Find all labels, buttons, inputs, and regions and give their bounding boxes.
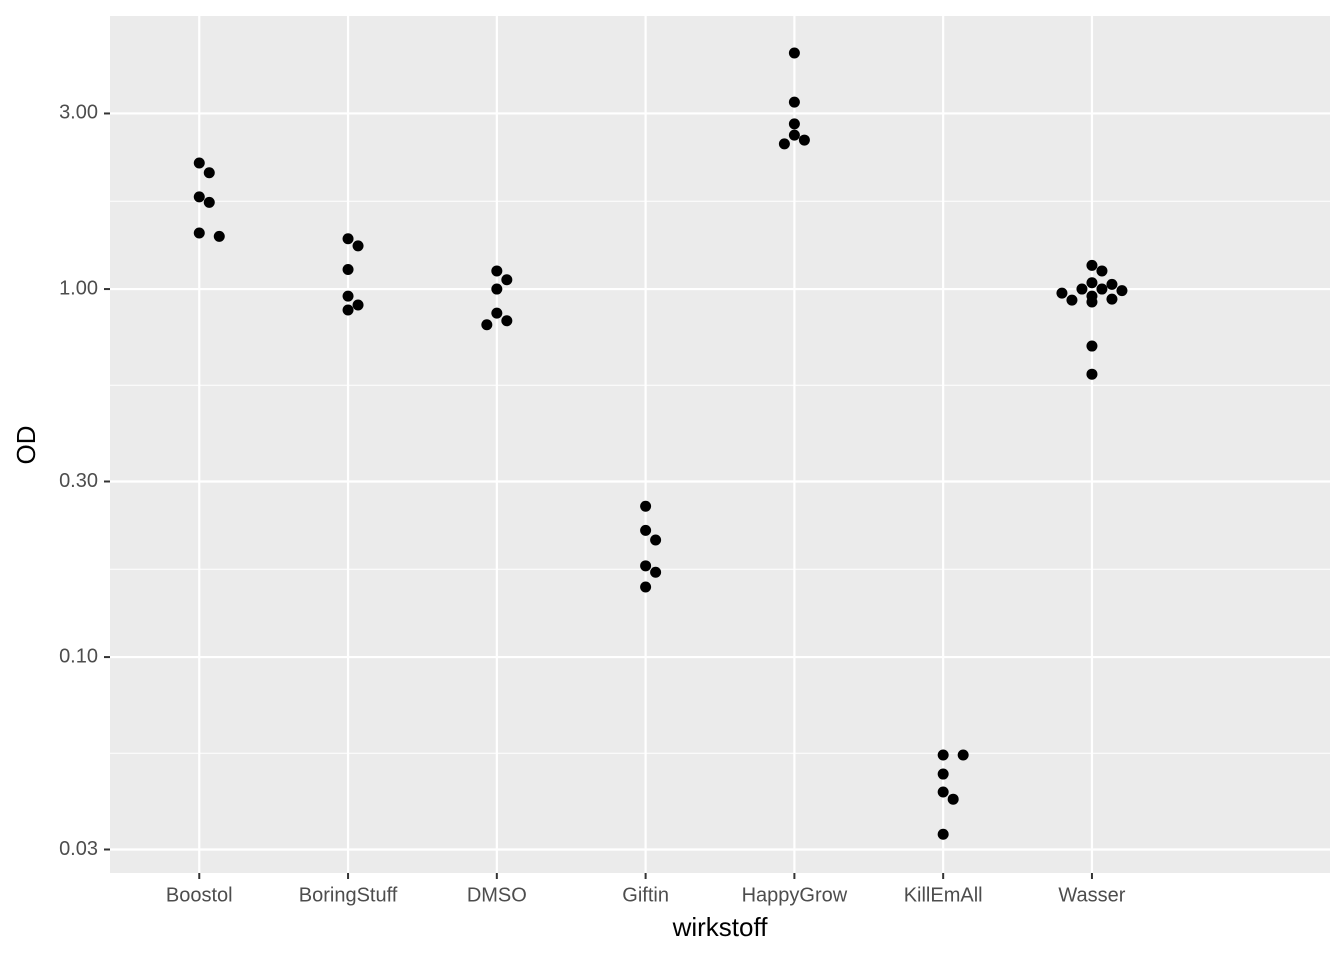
point xyxy=(342,233,354,245)
point xyxy=(342,264,354,276)
point xyxy=(352,299,364,311)
point xyxy=(203,167,215,179)
y-tick-label: 3.00 xyxy=(59,102,98,124)
point xyxy=(1056,287,1068,299)
point xyxy=(937,828,949,840)
point xyxy=(491,283,503,295)
point xyxy=(937,768,949,780)
point xyxy=(342,304,354,316)
point xyxy=(481,319,493,331)
y-tick-label: 0.10 xyxy=(59,645,98,667)
x-tick-label: DMSO xyxy=(467,884,527,906)
y-tick-label: 1.00 xyxy=(59,277,98,299)
point xyxy=(193,191,205,203)
point xyxy=(193,157,205,169)
point xyxy=(1086,340,1098,352)
point xyxy=(640,500,652,512)
point xyxy=(650,534,662,546)
point xyxy=(788,118,800,130)
x-tick-label: Wasser xyxy=(1058,884,1125,906)
y-tick-label: 0.03 xyxy=(59,838,98,860)
x-tick-label: KillEmAll xyxy=(904,884,983,906)
x-axis-title: wirkstoff xyxy=(672,912,769,942)
y-tick-label: 0.30 xyxy=(59,470,98,492)
point xyxy=(798,134,810,146)
point xyxy=(1086,277,1098,289)
point xyxy=(1096,283,1108,295)
point xyxy=(650,566,662,578)
point xyxy=(937,749,949,761)
point xyxy=(788,47,800,59)
point xyxy=(1106,293,1118,305)
point xyxy=(1086,296,1098,308)
point xyxy=(640,581,652,593)
point xyxy=(947,793,959,805)
point xyxy=(342,290,354,302)
point xyxy=(778,138,790,150)
point xyxy=(640,560,652,572)
point xyxy=(1106,278,1118,290)
x-tick-label: HappyGrow xyxy=(742,884,848,906)
point xyxy=(1086,259,1098,271)
point xyxy=(1116,285,1128,297)
point xyxy=(352,240,364,252)
point xyxy=(491,307,503,319)
point xyxy=(788,129,800,141)
point xyxy=(501,315,513,327)
point xyxy=(1076,283,1088,295)
point xyxy=(491,265,503,277)
point xyxy=(1096,265,1108,277)
point xyxy=(213,230,225,242)
point xyxy=(501,274,513,286)
point xyxy=(640,524,652,536)
point xyxy=(193,227,205,239)
point xyxy=(203,196,215,208)
point xyxy=(788,96,800,108)
x-tick-label: Giftin xyxy=(622,884,669,906)
y-axis-title: OD xyxy=(11,426,41,465)
point xyxy=(957,749,969,761)
x-tick-label: BoringStuff xyxy=(299,884,398,906)
point xyxy=(1086,368,1098,380)
x-tick-label: Boostol xyxy=(166,884,233,906)
panel xyxy=(110,16,1330,873)
point xyxy=(937,786,949,798)
point xyxy=(1066,294,1078,306)
